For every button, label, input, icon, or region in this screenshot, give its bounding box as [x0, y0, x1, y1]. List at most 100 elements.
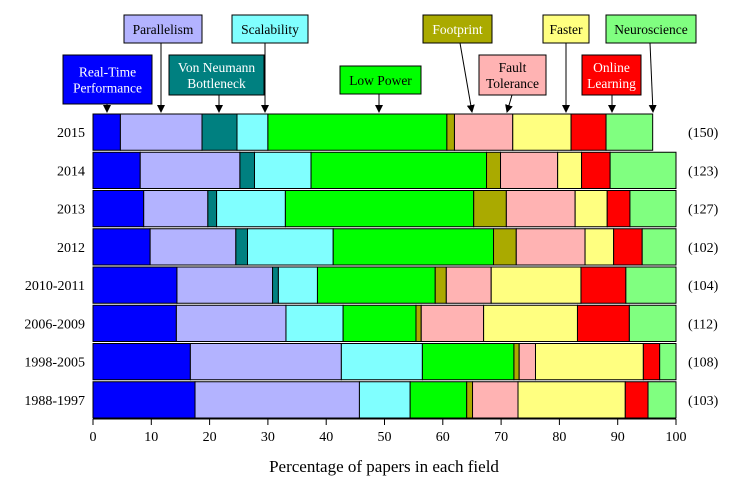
category-label: 1998-2005	[24, 356, 85, 371]
category-label: 2006-2009	[24, 317, 85, 332]
category-label: 1988-1997	[24, 394, 85, 409]
bar-segment	[473, 190, 507, 228]
bar-segment	[446, 113, 455, 151]
bar-segment	[358, 381, 411, 419]
legend-label: Footprint	[432, 22, 483, 37]
bar-segment	[512, 113, 572, 151]
bar-segment	[247, 228, 334, 266]
legend-item: Neuroscience	[605, 14, 697, 113]
legend-label: Faster	[550, 22, 583, 37]
bar-segment	[472, 381, 519, 419]
bar-segment	[570, 113, 607, 151]
bar-segment	[445, 266, 492, 304]
bar-segment	[500, 151, 559, 189]
legend-item: Low Power	[339, 65, 422, 113]
legend-label: Learning	[587, 76, 636, 91]
bar-segment	[310, 151, 488, 189]
bar-segment	[576, 304, 630, 342]
bar-segment	[483, 304, 578, 342]
legend-label: Real-Time	[79, 65, 136, 80]
bar-segment	[149, 228, 237, 266]
count-label: (112)	[688, 317, 718, 332]
bar-segment	[92, 151, 141, 189]
bar-segment	[421, 343, 515, 381]
bar-segment	[420, 304, 485, 342]
bar-segment	[466, 381, 474, 419]
bar-segment	[267, 113, 448, 151]
x-tick-label: 10	[144, 430, 158, 445]
legend-box	[62, 54, 153, 105]
bar-segment	[647, 381, 677, 419]
bar-segment	[92, 343, 191, 381]
legend-label: Neuroscience	[614, 22, 687, 37]
bar-segment	[189, 343, 342, 381]
legend-label: Performance	[73, 81, 142, 96]
legend-arrow	[459, 42, 475, 113]
bar-segment	[277, 266, 318, 304]
bar-segment	[580, 266, 627, 304]
legend-box	[542, 14, 590, 44]
count-label: (102)	[688, 241, 719, 256]
legend-label: Bottleneck	[187, 76, 246, 91]
x-tick-label: 70	[494, 430, 508, 445]
bar-segment	[624, 381, 649, 419]
bar-segment	[659, 343, 677, 381]
legend-arrow	[648, 42, 657, 113]
bar-segment	[505, 190, 576, 228]
bar-segment	[92, 304, 177, 342]
x-tick-label: 40	[319, 430, 333, 445]
bar-segment	[584, 228, 615, 266]
category-label: 2015	[57, 126, 85, 141]
legend-label: Tolerance	[486, 76, 539, 91]
bar-segment	[642, 343, 661, 381]
x-tick-label: 80	[552, 430, 566, 445]
legend-label: Low Power	[349, 73, 412, 88]
x-tick-label: 100	[666, 430, 687, 445]
bar-segment	[207, 190, 218, 228]
bar-segment	[92, 266, 178, 304]
bar-segments	[92, 113, 677, 419]
bar-segment	[235, 228, 248, 266]
x-tick-label: 90	[611, 430, 625, 445]
bar-segment	[606, 190, 631, 228]
x-axis-title: Percentage of papers in each field	[269, 457, 499, 476]
bar-segment	[581, 151, 611, 189]
bar-segment	[332, 228, 495, 266]
bar-segment	[92, 113, 121, 151]
bar-segment	[316, 266, 436, 304]
x-tick-label: 0	[90, 430, 97, 445]
bar-segment	[92, 228, 151, 266]
bar-segment	[272, 266, 279, 304]
bar-segment	[574, 190, 608, 228]
legend-label: Online	[593, 60, 630, 75]
bar-segment	[119, 113, 203, 151]
bar-segment	[415, 304, 422, 342]
legend-item: Faster	[542, 14, 590, 113]
legend-label: Fault	[499, 60, 527, 75]
bar-segment	[236, 113, 269, 151]
legend-label: Scalability	[241, 22, 299, 37]
bar-segment	[490, 266, 582, 304]
count-label: (104)	[688, 279, 719, 294]
legend-item: Scalability	[231, 14, 309, 113]
category-labels: 2015 2014 2013 2012 2010-2011 2006-2009 1998-2…	[24, 126, 85, 409]
count-label: (127)	[688, 203, 719, 218]
bar-segment	[285, 304, 344, 342]
bar-segment	[92, 381, 196, 419]
count-label: (123)	[688, 164, 719, 179]
bar-segment	[201, 113, 238, 151]
x-tick-label: 60	[436, 430, 450, 445]
bar-segment	[194, 381, 360, 419]
legend-box	[339, 65, 422, 95]
bar-segment	[641, 228, 677, 266]
bar-segment	[143, 190, 209, 228]
bar-segment	[605, 113, 654, 151]
legend-label: Parallelism	[133, 22, 194, 37]
legend-label: Von Neumann	[178, 60, 256, 75]
x-tick-label: 50	[378, 430, 392, 445]
bar-segment	[515, 228, 586, 266]
